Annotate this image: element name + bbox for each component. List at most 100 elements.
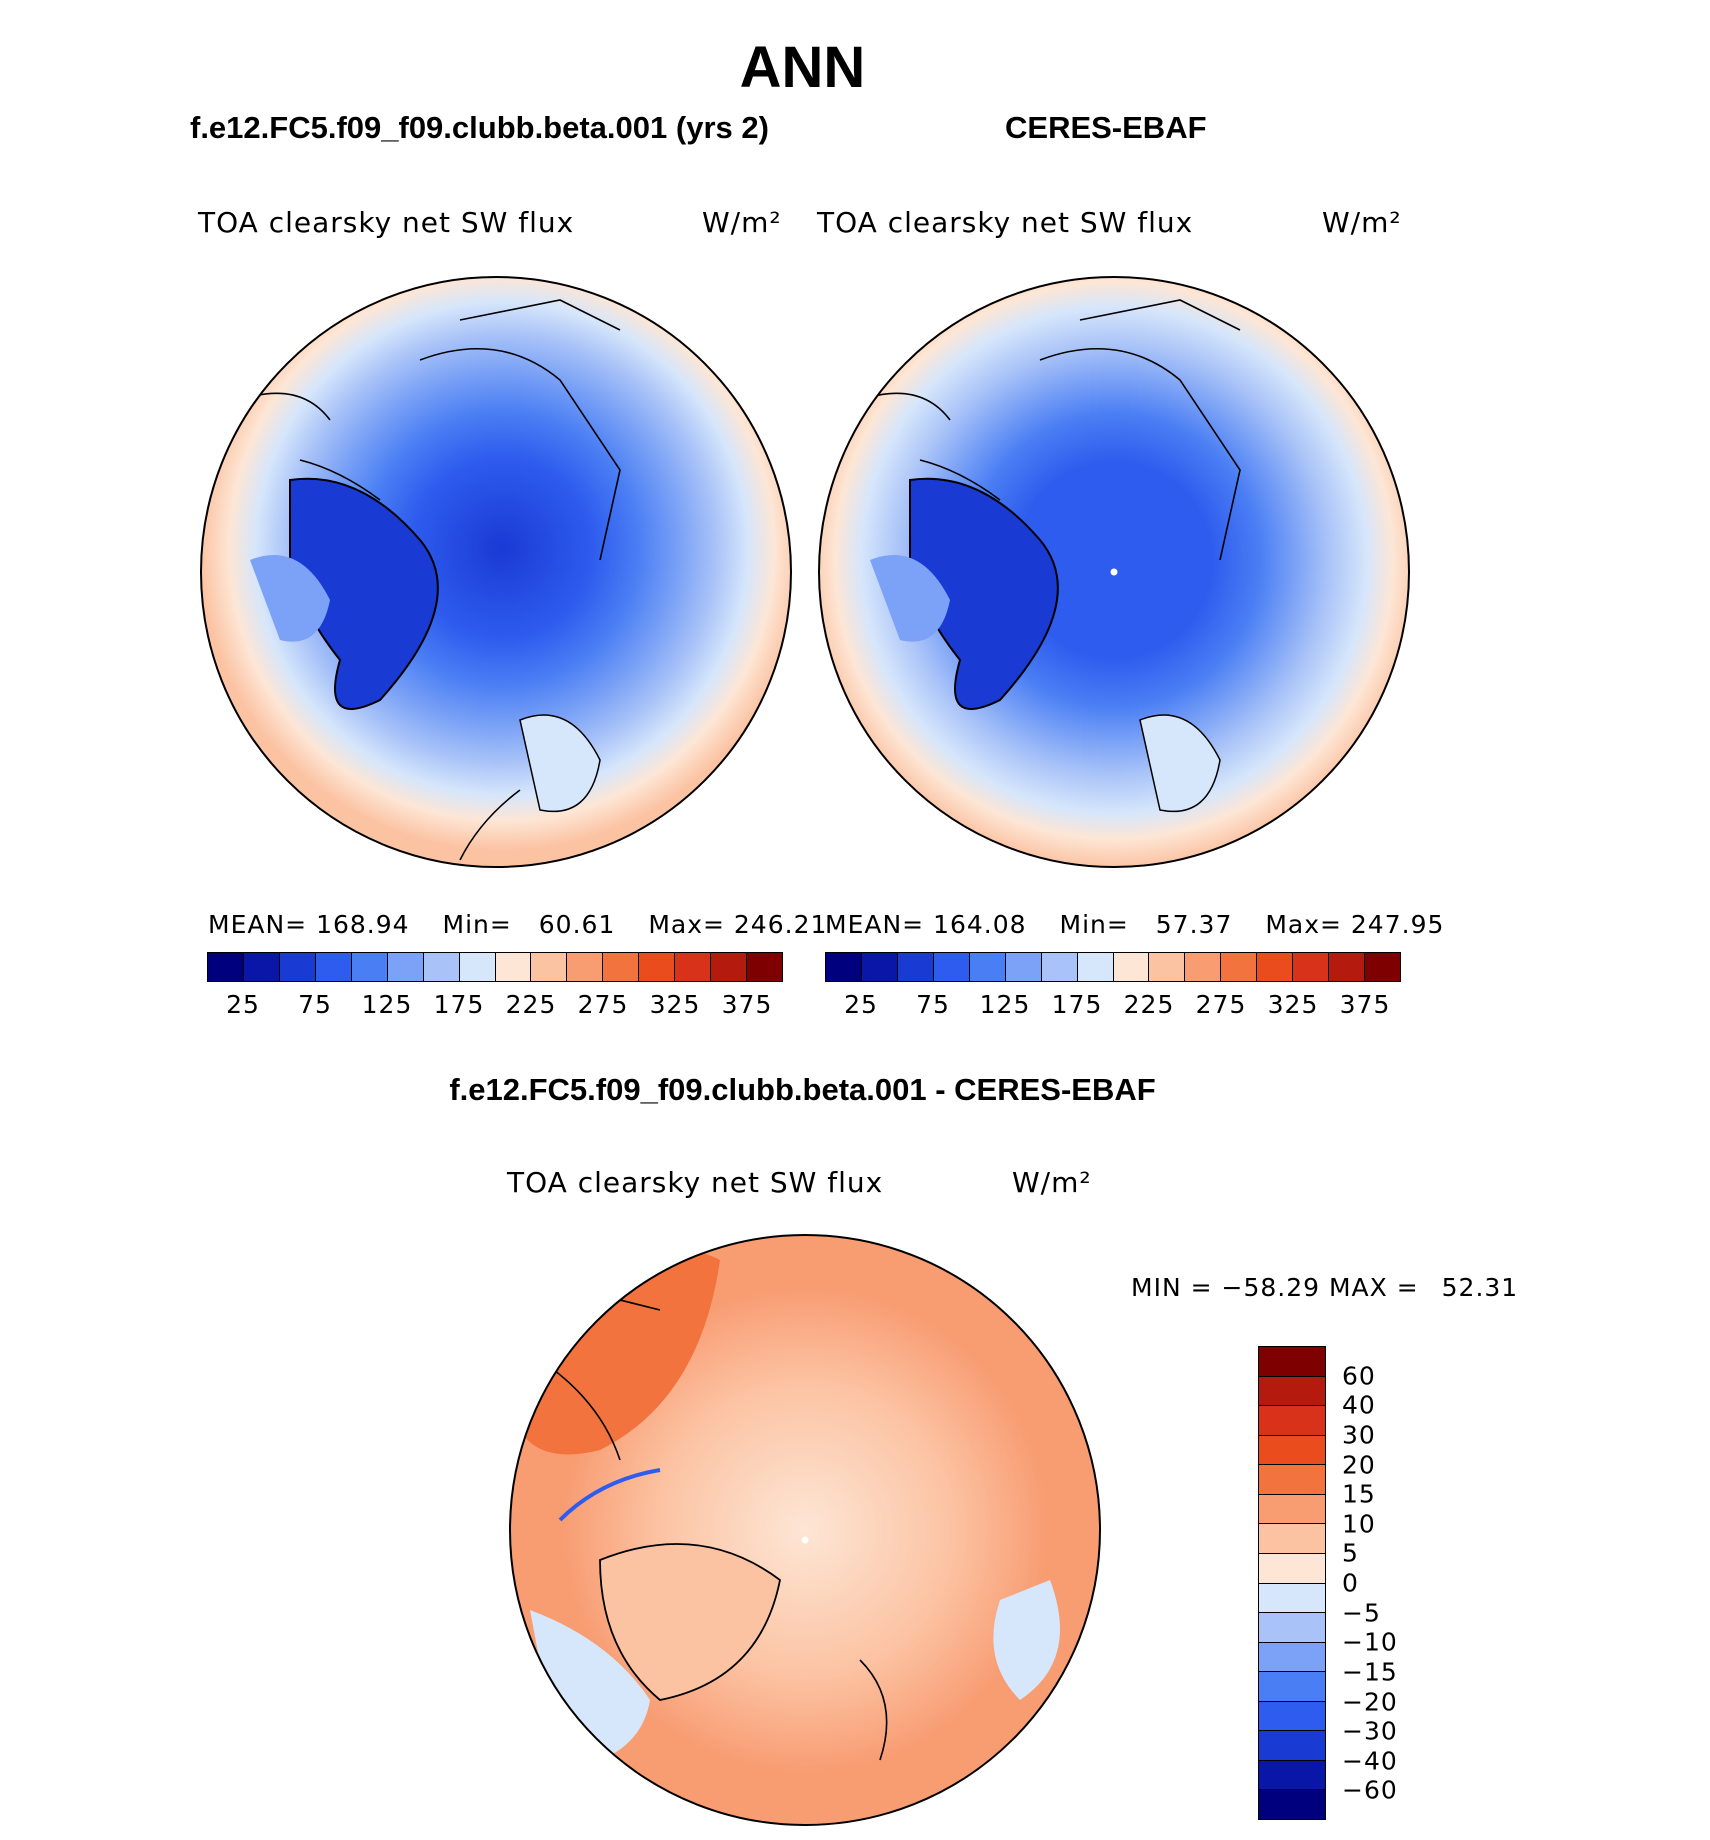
obs-colorbar-swatch (897, 953, 934, 981)
diff-colorbar-tick-label: 10 (1342, 1509, 1376, 1539)
obs-case-title: CERES-EBAF (1005, 110, 1207, 145)
obs-colorbar-tick-label: 125 (979, 990, 1031, 1019)
model-greenland-region (289, 477, 439, 710)
obs-colorbar-swatch (1077, 953, 1114, 981)
obs-colorbar (825, 952, 1401, 982)
obs-colorbar-swatch (1113, 953, 1150, 981)
diff-colorbar-tick-label: −5 (1342, 1598, 1381, 1628)
model-colorbar-swatch (315, 953, 352, 981)
diff-case-title: f.e12.FC5.f09_f09.clubb.beta.001 - CERES… (449, 1072, 1156, 1107)
diff-colorbar-tick-label: 15 (1342, 1479, 1376, 1509)
obs-colorbar-tick-label: 325 (1267, 990, 1319, 1019)
model-colorbar-swatch (387, 953, 424, 981)
diff-colorbar-swatch (1259, 1406, 1325, 1436)
obs-colorbar-swatch (1149, 953, 1186, 981)
model-colorbar-tick-label: 375 (721, 990, 773, 1019)
obs-colorbar-swatch (1041, 953, 1078, 981)
diff-colorbar-swatch (1259, 1731, 1325, 1761)
model-colorbar-tick-label: 325 (649, 990, 701, 1019)
figure-title: ANN (739, 35, 866, 100)
model-map-outline (200, 276, 792, 868)
diff-colorbar-swatch (1259, 1435, 1325, 1466)
diff-colorbar-swatch (1259, 1524, 1325, 1554)
obs-colorbar-swatch (1257, 953, 1294, 981)
diff-max-value: 52.31 (1441, 1273, 1519, 1302)
diff-colorbar-tick-label: −60 (1342, 1775, 1398, 1805)
obs-units-label: W/m² (1322, 206, 1402, 239)
obs-colorbar-tick-label: 225 (1123, 990, 1175, 1019)
diff-colorbar-swatch (1259, 1347, 1325, 1377)
obs-colorbar-swatch (1221, 953, 1258, 981)
diff-colorbar-tick-label: 40 (1342, 1390, 1376, 1420)
obs-map-outline (818, 276, 1410, 868)
model-colorbar-swatch (495, 953, 532, 981)
obs-colorbar-swatch (1185, 953, 1222, 981)
diff-colorbar-swatch (1259, 1465, 1325, 1495)
model-colorbar-swatch (567, 953, 604, 981)
obs-colorbar-swatch (1293, 953, 1330, 981)
obs-colorbar-swatch (1005, 953, 1042, 981)
diff-colorbar-tick-label: −15 (1342, 1657, 1398, 1687)
model-colorbar-tick-label: 175 (433, 990, 485, 1019)
diff-colorbar-tick-label: 5 (1342, 1538, 1359, 1568)
diff-colorbar (1258, 1346, 1326, 1820)
diff-colorbar-tick-label: −20 (1342, 1687, 1398, 1716)
obs-colorbar-tick-label: 75 (916, 990, 950, 1019)
model-min-label: Min= (442, 910, 512, 939)
diff-colorbar-swatch (1259, 1553, 1325, 1584)
diff-colorbar-swatch (1259, 1760, 1325, 1791)
diff-colorbar-tick-label: 0 (1342, 1568, 1359, 1598)
model-colorbar-swatch (423, 953, 460, 981)
model-mean-value: 168.94 (316, 910, 410, 939)
diff-colorbar-swatch (1259, 1376, 1325, 1407)
diff-colorbar-tick-label: −30 (1342, 1716, 1398, 1746)
obs-colorbar-tick-label: 175 (1051, 990, 1103, 1019)
model-colorbar-swatch (747, 953, 782, 981)
model-mean-label: MEAN= (208, 910, 308, 939)
model-max-label: Max= (648, 910, 725, 939)
model-colorbar-swatch (675, 953, 712, 981)
obs-mean-label: MEAN= (825, 910, 925, 939)
model-colorbar-tick-label: 125 (361, 990, 413, 1019)
diff-colorbar-tick-label: −10 (1342, 1627, 1398, 1657)
model-case-title: f.e12.FC5.f09_f09.clubb.beta.001 (yrs 2) (190, 110, 769, 145)
model-colorbar-swatch (603, 953, 640, 981)
obs-max-label: Max= (1265, 910, 1342, 939)
diff-colorbar-swatch (1259, 1613, 1325, 1643)
diff-colorbar-tick-label: 20 (1342, 1450, 1376, 1479)
diff-stats: MIN = −58.29 MAX = 52.31 (1131, 1273, 1518, 1302)
diff-colorbar-tick-label: −40 (1342, 1746, 1398, 1776)
diff-colorbar-tick-label: 30 (1342, 1420, 1376, 1450)
diff-colorbar-swatch (1259, 1672, 1325, 1702)
diff-max-label: MAX = (1328, 1273, 1419, 1302)
diff-polar-map (510, 1235, 1100, 1825)
obs-stats: MEAN= 164.08 Min= 57.37 Max= 247.95 (825, 910, 1444, 939)
obs-min-label: Min= (1059, 910, 1129, 939)
model-colorbar-tick-label: 275 (577, 990, 629, 1019)
obs-colorbar-swatch (933, 953, 970, 981)
obs-colorbar-tick-label: 275 (1195, 990, 1247, 1019)
model-colorbar-tick-label: 75 (298, 990, 332, 1019)
diff-min-label: MIN = (1131, 1273, 1213, 1302)
model-colorbar (207, 952, 783, 982)
model-variable-label: TOA clearsky net SW flux (198, 206, 575, 239)
model-units-label: W/m² (702, 206, 782, 239)
obs-polar-map (819, 277, 1409, 867)
model-colorbar-swatch (208, 953, 244, 981)
obs-mean-value: 164.08 (933, 910, 1027, 939)
obs-colorbar-tick-label: 375 (1339, 990, 1391, 1019)
obs-colorbar-swatch (1365, 953, 1400, 981)
diff-units-label: W/m² (1012, 1166, 1092, 1199)
diff-colorbar-swatch (1259, 1583, 1325, 1614)
model-colorbar-tick-label: 225 (505, 990, 557, 1019)
obs-greenland-region (909, 477, 1059, 710)
obs-colorbar-swatch (826, 953, 862, 981)
obs-colorbar-swatch (969, 953, 1006, 981)
obs-variable-label: TOA clearsky net SW flux (817, 206, 1194, 239)
obs-max-value: 247.95 (1350, 910, 1445, 939)
obs-colorbar-swatch (1329, 953, 1366, 981)
model-colorbar-swatch (243, 953, 280, 981)
diff-map-outline (509, 1234, 1101, 1826)
diff-colorbar-swatch (1259, 1701, 1325, 1732)
